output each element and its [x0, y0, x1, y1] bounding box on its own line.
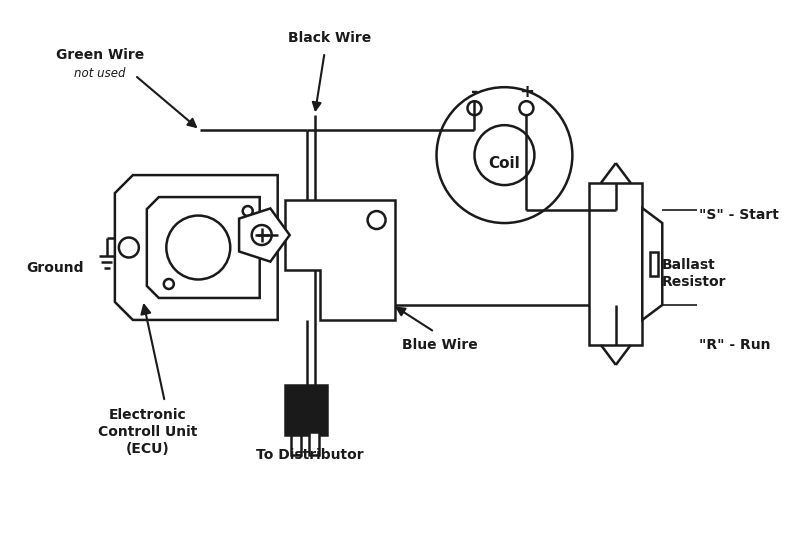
Text: To Distributor: To Distributor — [256, 448, 363, 462]
Bar — [285, 385, 326, 435]
Circle shape — [519, 101, 534, 115]
Text: Electronic: Electronic — [109, 408, 186, 422]
Text: Black Wire: Black Wire — [288, 31, 371, 45]
Bar — [650, 252, 658, 276]
Circle shape — [467, 101, 482, 115]
Text: Green Wire: Green Wire — [56, 48, 144, 62]
Polygon shape — [642, 208, 662, 320]
Bar — [590, 183, 642, 345]
Text: Resistor: Resistor — [662, 275, 726, 289]
Polygon shape — [285, 200, 394, 320]
Text: (ECU): (ECU) — [126, 442, 170, 456]
Polygon shape — [147, 197, 260, 298]
Text: Ballast: Ballast — [662, 258, 715, 272]
Bar — [290, 435, 301, 455]
Text: Blue Wire: Blue Wire — [402, 338, 478, 352]
Text: Controll Unit: Controll Unit — [98, 425, 198, 439]
Text: +: + — [519, 83, 534, 101]
Text: Ground: Ground — [26, 261, 84, 274]
Text: "R" - Run: "R" - Run — [699, 338, 770, 352]
Text: "S" - Start: "S" - Start — [699, 208, 779, 222]
Polygon shape — [115, 175, 278, 320]
Text: Coil: Coil — [489, 156, 520, 171]
Polygon shape — [239, 209, 290, 262]
Text: not used: not used — [74, 67, 126, 80]
Text: -: - — [470, 83, 478, 101]
Circle shape — [437, 87, 572, 223]
Bar — [309, 432, 318, 455]
